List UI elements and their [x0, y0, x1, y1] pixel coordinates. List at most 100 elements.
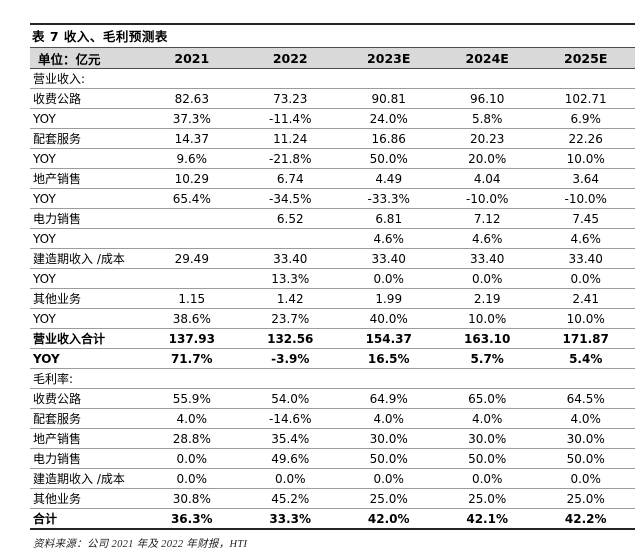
cell-value: 16.86	[339, 128, 438, 149]
cell-value: 4.6%	[536, 228, 635, 249]
cell-value: 1.42	[241, 288, 340, 309]
cell-value: 132.56	[241, 328, 340, 349]
cell-value: 102.71	[536, 88, 635, 109]
row-label: 营业收入:	[30, 68, 143, 89]
cell-value: 65.4%	[142, 188, 242, 209]
table-body: 营业收入: 收费公路 82.63 73.23 90.81 96.10 102.71 YOY 37…	[30, 68, 635, 530]
cell-value: -3.9%	[241, 348, 340, 369]
cell-value: 0.0%	[536, 268, 635, 289]
table-row: 地产销售 28.8% 35.4% 30.0% 30.0% 30.0%	[30, 428, 635, 449]
row-label: 电力销售	[30, 448, 143, 469]
year-header-2022: 2022	[241, 47, 340, 69]
section-row: 毛利率:	[30, 368, 635, 389]
table-row: 地产销售 10.29 6.74 4.49 4.04 3.64	[30, 168, 635, 189]
cell-value: -14.6%	[241, 408, 340, 429]
table-row: 其他业务 1.15 1.42 1.99 2.19 2.41	[30, 288, 635, 309]
cell-value	[339, 68, 438, 89]
row-label: 地产销售	[30, 168, 143, 189]
cell-value: 171.87	[536, 328, 635, 349]
row-label: YOY	[30, 108, 143, 129]
table-row: 配套服务 14.37 11.24 16.86 20.23 22.26	[30, 128, 635, 149]
table-row: YOY 65.4% -34.5% -33.3% -10.0% -10.0%	[30, 188, 635, 209]
cell-value: 40.0%	[339, 308, 438, 329]
cell-value: 137.93	[142, 328, 242, 349]
row-label: YOY	[30, 348, 143, 369]
cell-value	[142, 228, 242, 249]
cell-value: 73.23	[241, 88, 340, 109]
table-title: 表 7 收入、毛利预测表	[30, 23, 635, 48]
row-label: 地产销售	[30, 428, 143, 449]
row-label: 电力销售	[30, 208, 143, 229]
cell-value: 30.8%	[142, 488, 242, 509]
cell-value: 54.0%	[241, 388, 340, 409]
cell-value: 49.6%	[241, 448, 340, 469]
cell-value: 2.19	[437, 288, 537, 309]
row-label: 配套服务	[30, 128, 143, 149]
cell-value: 4.0%	[536, 408, 635, 429]
cell-value: 0.0%	[536, 468, 635, 489]
cell-value: 33.40	[536, 248, 635, 269]
cell-value: 42.0%	[339, 508, 438, 530]
cell-value: 11.24	[241, 128, 340, 149]
cell-value: 7.45	[536, 208, 635, 229]
cell-value: 6.81	[339, 208, 438, 229]
forecast-table: 表 7 收入、毛利预测表 单位：亿元 2021 2022 2023E 2024E…	[30, 23, 635, 530]
cell-value: 4.0%	[437, 408, 537, 429]
cell-value: 154.37	[339, 328, 438, 349]
cell-value: 82.63	[142, 88, 242, 109]
cell-value: 42.1%	[437, 508, 537, 530]
table-row: 收费公路 55.9% 54.0% 64.9% 65.0% 64.5%	[30, 388, 635, 409]
cell-value: 3.64	[536, 168, 635, 189]
cell-value: -21.8%	[241, 148, 340, 169]
year-header-2021: 2021	[142, 47, 242, 69]
cell-value: 4.49	[339, 168, 438, 189]
year-header-2024e: 2024E	[437, 47, 537, 69]
cell-value: 24.0%	[339, 108, 438, 129]
cell-value: 64.5%	[536, 388, 635, 409]
cell-value: 4.6%	[339, 228, 438, 249]
row-label: 营业收入合计	[30, 328, 143, 349]
cell-value: 29.49	[142, 248, 242, 269]
year-header-2025e: 2025E	[536, 47, 635, 69]
unit-header-cell: 单位：亿元	[30, 47, 143, 69]
cell-value: -11.4%	[241, 108, 340, 129]
cell-value: 30.0%	[437, 428, 537, 449]
cell-value: 0.0%	[437, 468, 537, 489]
row-label: YOY	[30, 148, 143, 169]
row-label: 合计	[30, 508, 143, 530]
cell-value: 28.8%	[142, 428, 242, 449]
table-row: YOY 9.6% -21.8% 50.0% 20.0% 10.0%	[30, 148, 635, 169]
table-row: 配套服务 4.0% -14.6% 4.0% 4.0% 4.0%	[30, 408, 635, 429]
cell-value: 0.0%	[241, 468, 340, 489]
cell-value: 71.7%	[142, 348, 242, 369]
cell-value: 33.40	[339, 248, 438, 269]
cell-value: 163.10	[437, 328, 537, 349]
cell-value	[142, 368, 242, 389]
cell-value: 5.7%	[437, 348, 537, 369]
table-row: 其他业务 30.8% 45.2% 25.0% 25.0% 25.0%	[30, 488, 635, 509]
cell-value: 6.74	[241, 168, 340, 189]
cell-value: 0.0%	[142, 468, 242, 489]
cell-value: 9.6%	[142, 148, 242, 169]
cell-value	[339, 368, 438, 389]
cell-value: 33.3%	[241, 508, 340, 530]
cell-value: 10.0%	[536, 308, 635, 329]
row-label: 收费公路	[30, 88, 143, 109]
cell-value: 25.0%	[339, 488, 438, 509]
cell-value: 25.0%	[536, 488, 635, 509]
cell-value: 5.4%	[536, 348, 635, 369]
cell-value: 16.5%	[339, 348, 438, 369]
row-label: 其他业务	[30, 488, 143, 509]
row-label: YOY	[30, 188, 143, 209]
cell-value: 90.81	[339, 88, 438, 109]
row-label: YOY	[30, 308, 143, 329]
cell-value: 35.4%	[241, 428, 340, 449]
row-label: YOY	[30, 268, 143, 289]
table-row: 电力销售 6.52 6.81 7.12 7.45	[30, 208, 635, 229]
cell-value: 64.9%	[339, 388, 438, 409]
total-row: 营业收入合计 137.93 132.56 154.37 163.10 171.87	[30, 328, 635, 349]
cell-value: 96.10	[437, 88, 537, 109]
cell-value	[437, 68, 537, 89]
cell-value	[241, 368, 340, 389]
table-row: 电力销售 0.0% 49.6% 50.0% 50.0% 50.0%	[30, 448, 635, 469]
